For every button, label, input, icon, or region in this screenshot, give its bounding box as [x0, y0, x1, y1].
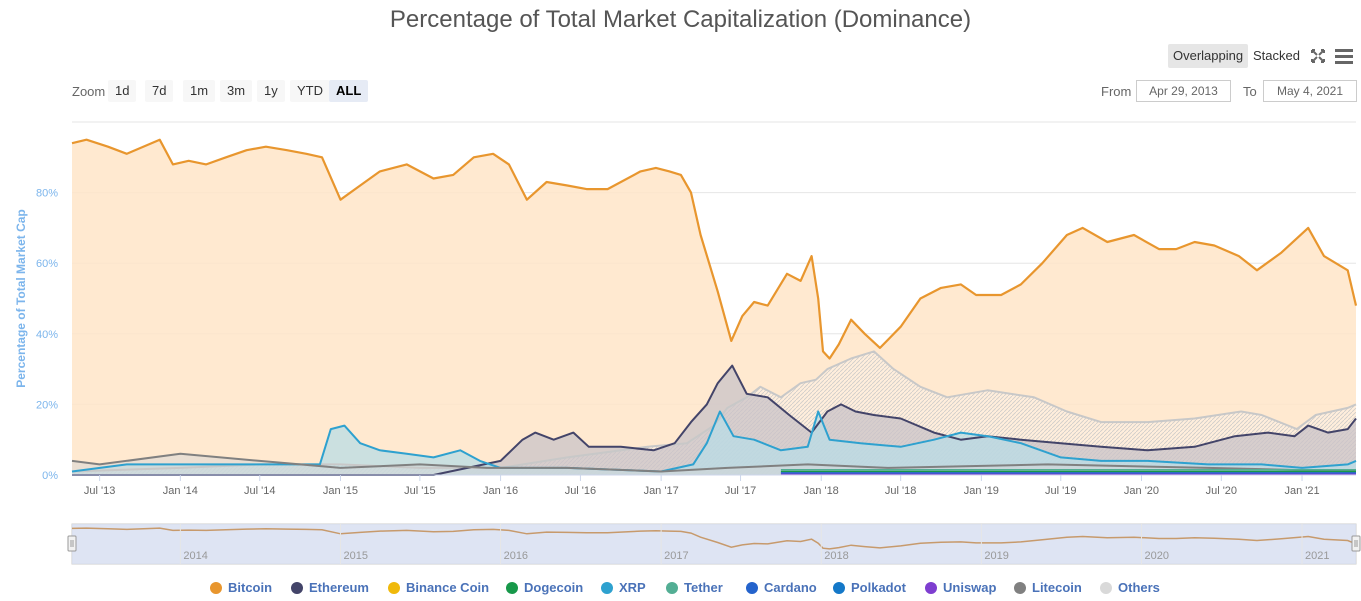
- legend-dot-icon: [833, 582, 845, 594]
- x-tick-label: Jul '20: [1206, 485, 1237, 497]
- legend-item-dogecoin[interactable]: Dogecoin: [506, 579, 583, 597]
- series-area-bitcoin: [72, 139, 1356, 475]
- legend-item-ethereum[interactable]: Ethereum: [291, 579, 369, 597]
- zoom-label: Zoom: [72, 84, 106, 99]
- legend-item-uniswap[interactable]: Uniswap: [925, 579, 996, 597]
- y-tick-label: 80%: [36, 188, 58, 200]
- series-line-bitcoin[interactable]: [71, 138, 1358, 360]
- stacked-toggle[interactable]: Stacked: [1253, 48, 1300, 63]
- legend-label: Polkadot: [851, 580, 906, 595]
- from-label: From: [1101, 84, 1132, 99]
- legend-item-xrp[interactable]: XRP: [601, 579, 646, 597]
- x-tick-label: Jul '16: [565, 485, 596, 497]
- legend-label: Bitcoin: [228, 580, 273, 595]
- zoom-button-1d[interactable]: 1d: [108, 80, 137, 102]
- x-tick-label: Jan '16: [483, 485, 518, 497]
- legend-dot-icon: [388, 582, 400, 594]
- navigator-series-line: [71, 527, 1357, 550]
- legend-dot-icon: [506, 582, 518, 594]
- x-tick-label: Jan '15: [323, 485, 358, 497]
- legend-label: Ethereum: [309, 580, 369, 595]
- from-date-input[interactable]: Apr 29, 2013: [1136, 80, 1231, 102]
- x-tick-label: Jan '21: [1284, 485, 1319, 497]
- x-tick-label: Jul '17: [725, 485, 756, 497]
- legend-item-polkadot[interactable]: Polkadot: [833, 579, 906, 597]
- y-tick-label: 40%: [36, 329, 58, 341]
- navigator-tick-label: 2016: [504, 550, 528, 562]
- x-tick-label: Jul '14: [244, 485, 275, 497]
- legend-label: Tether: [684, 580, 723, 595]
- x-tick-label: Jan '14: [163, 485, 198, 497]
- fullscreen-icon[interactable]: [1306, 45, 1330, 67]
- navigator-right-handle[interactable]: [1351, 535, 1361, 552]
- overlapping-toggle[interactable]: Overlapping: [1168, 44, 1249, 68]
- legend: Bitcoin Ethereum Binance Coin Dogecoin XRP Te…: [0, 579, 1361, 597]
- series-line-litecoin[interactable]: [71, 452, 1357, 473]
- legend-label: Binance Coin: [406, 580, 490, 595]
- legend-item-bitcoin[interactable]: Bitcoin: [210, 579, 272, 597]
- navigator-tick-label: 2017: [664, 550, 688, 562]
- legend-label: XRP: [619, 580, 646, 595]
- legend-dot-icon: [1014, 582, 1026, 594]
- series-line-xrp[interactable]: [71, 410, 1357, 473]
- y-tick-label: 20%: [36, 399, 58, 411]
- legend-dot-icon: [746, 582, 758, 594]
- y-tick-label: 60%: [36, 258, 58, 270]
- legend-item-binance-coin[interactable]: Binance Coin: [388, 579, 489, 597]
- navigator-tick-label: 2019: [984, 550, 1008, 562]
- legend-label: Dogecoin: [524, 580, 584, 595]
- navigator-left-handle[interactable]: [67, 535, 77, 552]
- dominance-chart: 0% 20% 40% 60% 80% Percentage of Total Market…: [14, 121, 1361, 565]
- to-date-input[interactable]: May 4, 2021: [1263, 80, 1357, 102]
- zoom-button-3m[interactable]: 3m: [220, 80, 253, 102]
- legend-dot-icon: [925, 582, 937, 594]
- legend-dot-icon: [210, 582, 222, 594]
- plot-area: [71, 138, 1358, 476]
- legend-item-tether[interactable]: Tether: [666, 579, 723, 597]
- legend-label: Others: [1118, 580, 1160, 595]
- zoom-button-1y[interactable]: 1y: [257, 80, 285, 102]
- x-tick-label: Jan '19: [964, 485, 999, 497]
- zoom-button-ytd[interactable]: YTD: [290, 80, 330, 102]
- legend-dot-icon: [1100, 582, 1112, 594]
- legend-item-litecoin[interactable]: Litecoin: [1014, 579, 1082, 597]
- navigator-tick-label: 2020: [1144, 550, 1168, 562]
- zoom-button-7d[interactable]: 7d: [145, 80, 174, 102]
- navigator-tick-label: 2015: [343, 550, 367, 562]
- x-tick-label: Jul '15: [404, 485, 435, 497]
- legend-item-others[interactable]: Others: [1100, 579, 1160, 597]
- x-tick-label: Jan '20: [1124, 485, 1159, 497]
- navigator-tick-label: 2021: [1305, 550, 1329, 562]
- to-label: To: [1243, 84, 1257, 99]
- legend-item-cardano[interactable]: Cardano: [746, 579, 817, 597]
- navigator-selection[interactable]: [72, 524, 1356, 564]
- zoom-button-all[interactable]: ALL: [329, 80, 369, 102]
- legend-label: Litecoin: [1032, 580, 1082, 595]
- series-line-others[interactable]: [71, 350, 1357, 473]
- x-tick-label: Jan '18: [804, 485, 839, 497]
- zoom-button-1m[interactable]: 1m: [183, 80, 216, 102]
- menu-icon[interactable]: [1332, 45, 1356, 67]
- navigator-tick-label: 2018: [824, 550, 848, 562]
- x-tick-label: Jan '17: [644, 485, 679, 497]
- y-tick-label: 0%: [42, 470, 58, 482]
- legend-dot-icon: [601, 582, 613, 594]
- legend-dot-icon: [291, 582, 303, 594]
- series-area-xrp: [72, 411, 1356, 475]
- series-line-ethereum[interactable]: [72, 364, 1357, 476]
- legend-label: Uniswap: [943, 580, 997, 595]
- x-tick-label: Jul '13: [84, 485, 115, 497]
- navigator-tick-label: 2014: [183, 550, 207, 562]
- x-tick-label: Jul '19: [1045, 485, 1076, 497]
- y-axis-label: Percentage of Total Market Cap: [14, 209, 28, 388]
- chart-title: Percentage of Total Market Capitalizatio…: [389, 6, 972, 33]
- x-tick-label: Jul '18: [885, 485, 916, 497]
- legend-label: Cardano: [764, 580, 817, 595]
- legend-dot-icon: [666, 582, 678, 594]
